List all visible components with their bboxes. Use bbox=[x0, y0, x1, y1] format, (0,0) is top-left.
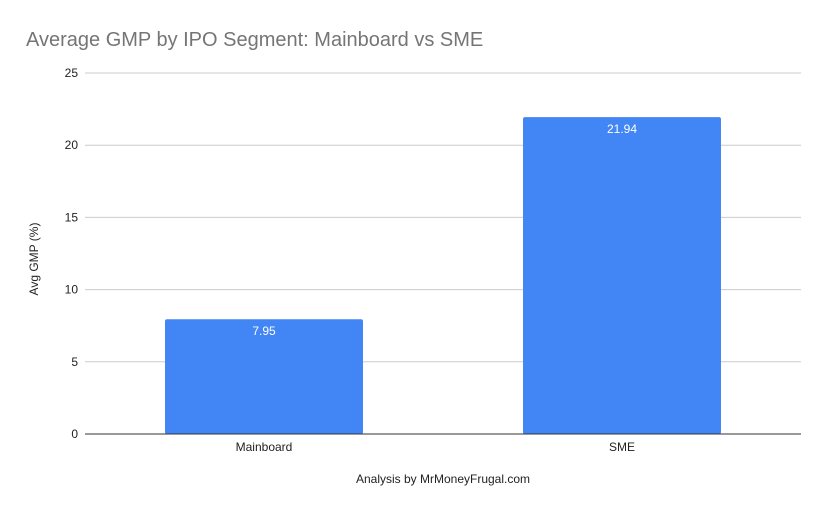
y-tick-label: 20 bbox=[65, 138, 79, 152]
x-tick-label: SME bbox=[609, 440, 635, 454]
data-labels: 7.95 21.94 bbox=[252, 122, 637, 338]
chart-title: Average GMP by IPO Segment: Mainboard vs… bbox=[26, 29, 483, 51]
y-tick-label: 15 bbox=[65, 210, 79, 224]
bar-mainboard bbox=[165, 319, 363, 434]
x-axis-title: Analysis by MrMoneyFrugal.com bbox=[356, 472, 530, 486]
y-tick-label: 10 bbox=[65, 283, 79, 297]
data-label: 7.95 bbox=[252, 324, 276, 338]
y-axis-title: Avg GMP (%) bbox=[27, 223, 41, 296]
bars bbox=[165, 117, 721, 434]
x-axis-ticks: Mainboard SME bbox=[236, 440, 635, 454]
data-label: 21.94 bbox=[607, 122, 637, 136]
y-tick-label: 5 bbox=[71, 355, 78, 369]
y-tick-label: 25 bbox=[65, 66, 79, 80]
y-tick-label: 0 bbox=[71, 427, 78, 441]
bar-sme bbox=[523, 117, 721, 434]
y-axis-ticks: 0 5 10 15 20 25 bbox=[65, 66, 79, 441]
x-tick-label: Mainboard bbox=[236, 440, 293, 454]
